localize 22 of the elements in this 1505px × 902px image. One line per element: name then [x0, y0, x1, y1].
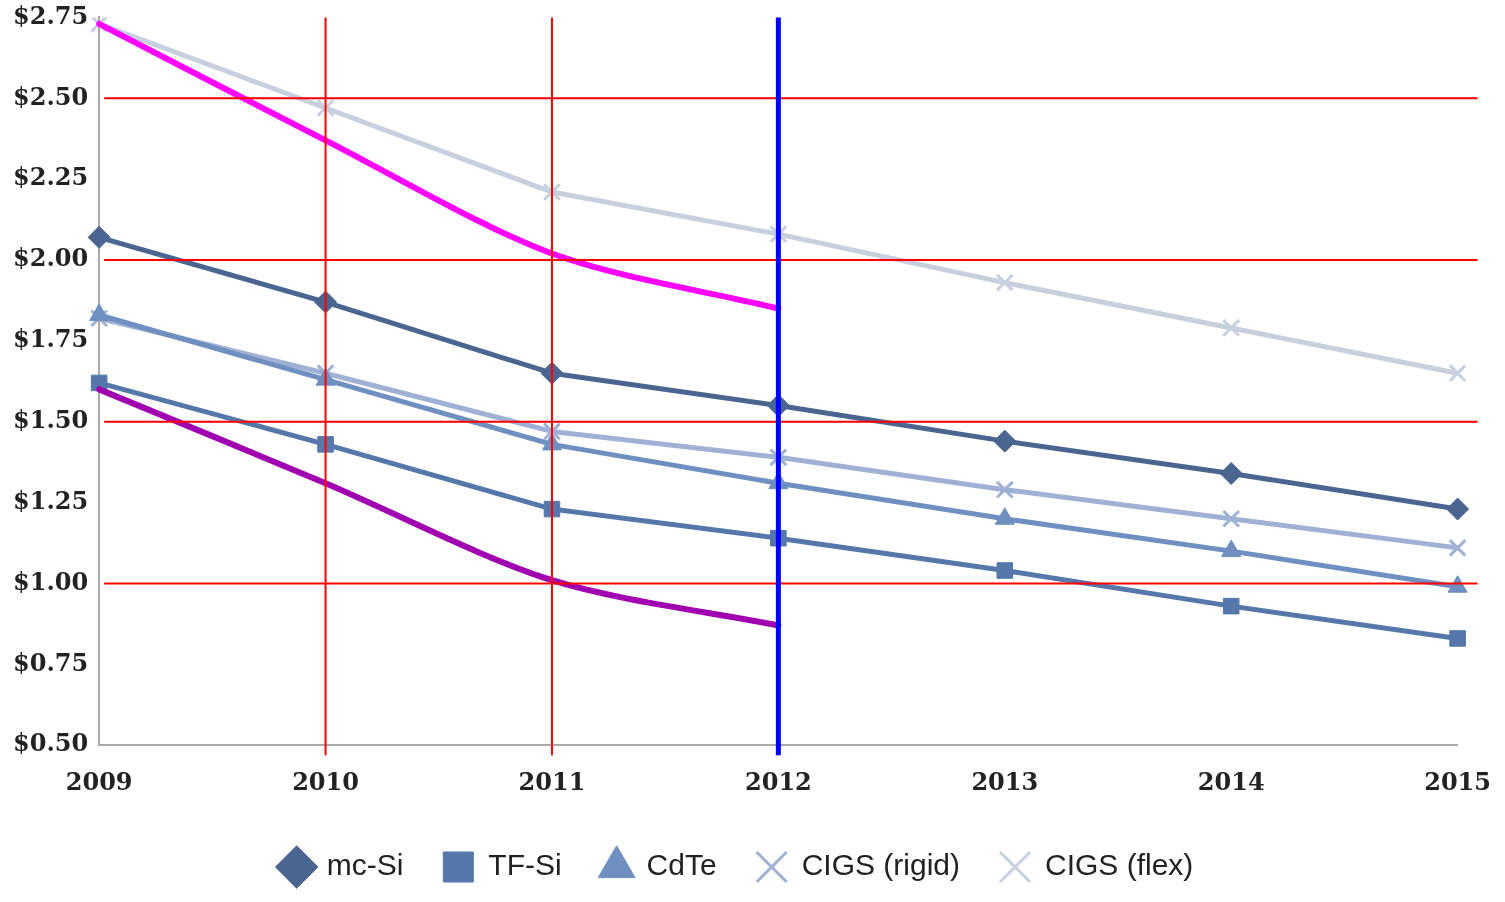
- y-tick-label: $0.50: [13, 728, 89, 758]
- y-tick-label: $2.25: [13, 162, 89, 192]
- y-tick-label: $1.00: [13, 566, 89, 596]
- legend-label: TF-Si: [488, 848, 562, 882]
- legend-label: CdTe: [646, 848, 717, 882]
- x-tick-label: 2014: [1197, 766, 1265, 796]
- x-tick-label: 2011: [518, 766, 586, 796]
- x-tick-label: 2013: [971, 766, 1039, 796]
- legend-label: mc-Si: [326, 848, 404, 882]
- y-tick-label: $1.75: [13, 324, 89, 354]
- x-tick-label: 2009: [65, 766, 133, 796]
- x-tick-label: 2012: [744, 766, 812, 796]
- x-tick-label: 2010: [292, 766, 359, 796]
- y-tick-label: $2.00: [13, 243, 89, 273]
- y-tick-label: $2.50: [13, 81, 89, 111]
- legend-label: CIGS (rigid): [801, 848, 961, 882]
- y-tick-label: $0.75: [13, 647, 89, 677]
- y-tick-label: $1.25: [13, 485, 89, 515]
- x-tick-label: 2015: [1424, 766, 1491, 796]
- legend-label: CIGS (flex): [1045, 848, 1194, 882]
- y-tick-label: $2.75: [13, 0, 89, 30]
- y-tick-label: $1.50: [13, 404, 89, 434]
